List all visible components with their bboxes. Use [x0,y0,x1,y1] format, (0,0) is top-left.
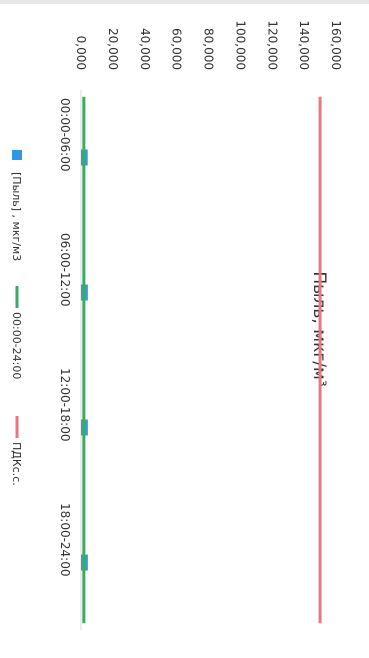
y-tick-label: 40,000 [138,28,152,70]
y-tick-label: 0,000 [74,36,88,70]
legend-label: ПДКс.с. [10,442,23,486]
y-tick-label: 60,000 [170,28,184,70]
y-tick-label: 120,000 [265,20,279,70]
legend-swatch [12,150,22,160]
y-tick-label: 20,000 [106,28,120,70]
y-tick-label: 100,000 [233,20,247,70]
y-tick-label: 80,000 [202,28,216,70]
legend-item: 00:00-24:00 [10,286,23,379]
scan-artifact-line [0,0,369,4]
x-axis-ticks: 00:00-06:00 06:00-12:00 12:00-18:00 18:00-2… [58,98,72,577]
x-tick-label: 12:00-18:00 [58,368,72,442]
chart-legend: [Пыль] , мкг/м3 00:00-24:00 ПДКс.с. [10,150,23,486]
x-tick-label: 18:00-24:00 [58,503,72,577]
legend-item: [Пыль] , мкг/м3 [10,150,23,261]
legend-label: [Пыль] , мкг/м3 [10,172,23,261]
x-tick-label: 06:00-12:00 [58,233,72,307]
y-axis-ticks: 0,000 20,000 40,000 60,000 80,000 100,000 120,… [74,20,343,70]
legend-label: 00:00-24:00 [10,312,23,379]
y-tick-label: 160,000 [329,20,343,70]
line-series [82,96,322,624]
y-tick-label: 140,000 [297,20,311,70]
x-tick-label: 00:00-06:00 [58,98,72,172]
legend-item: ПДКс.с. [10,416,23,486]
